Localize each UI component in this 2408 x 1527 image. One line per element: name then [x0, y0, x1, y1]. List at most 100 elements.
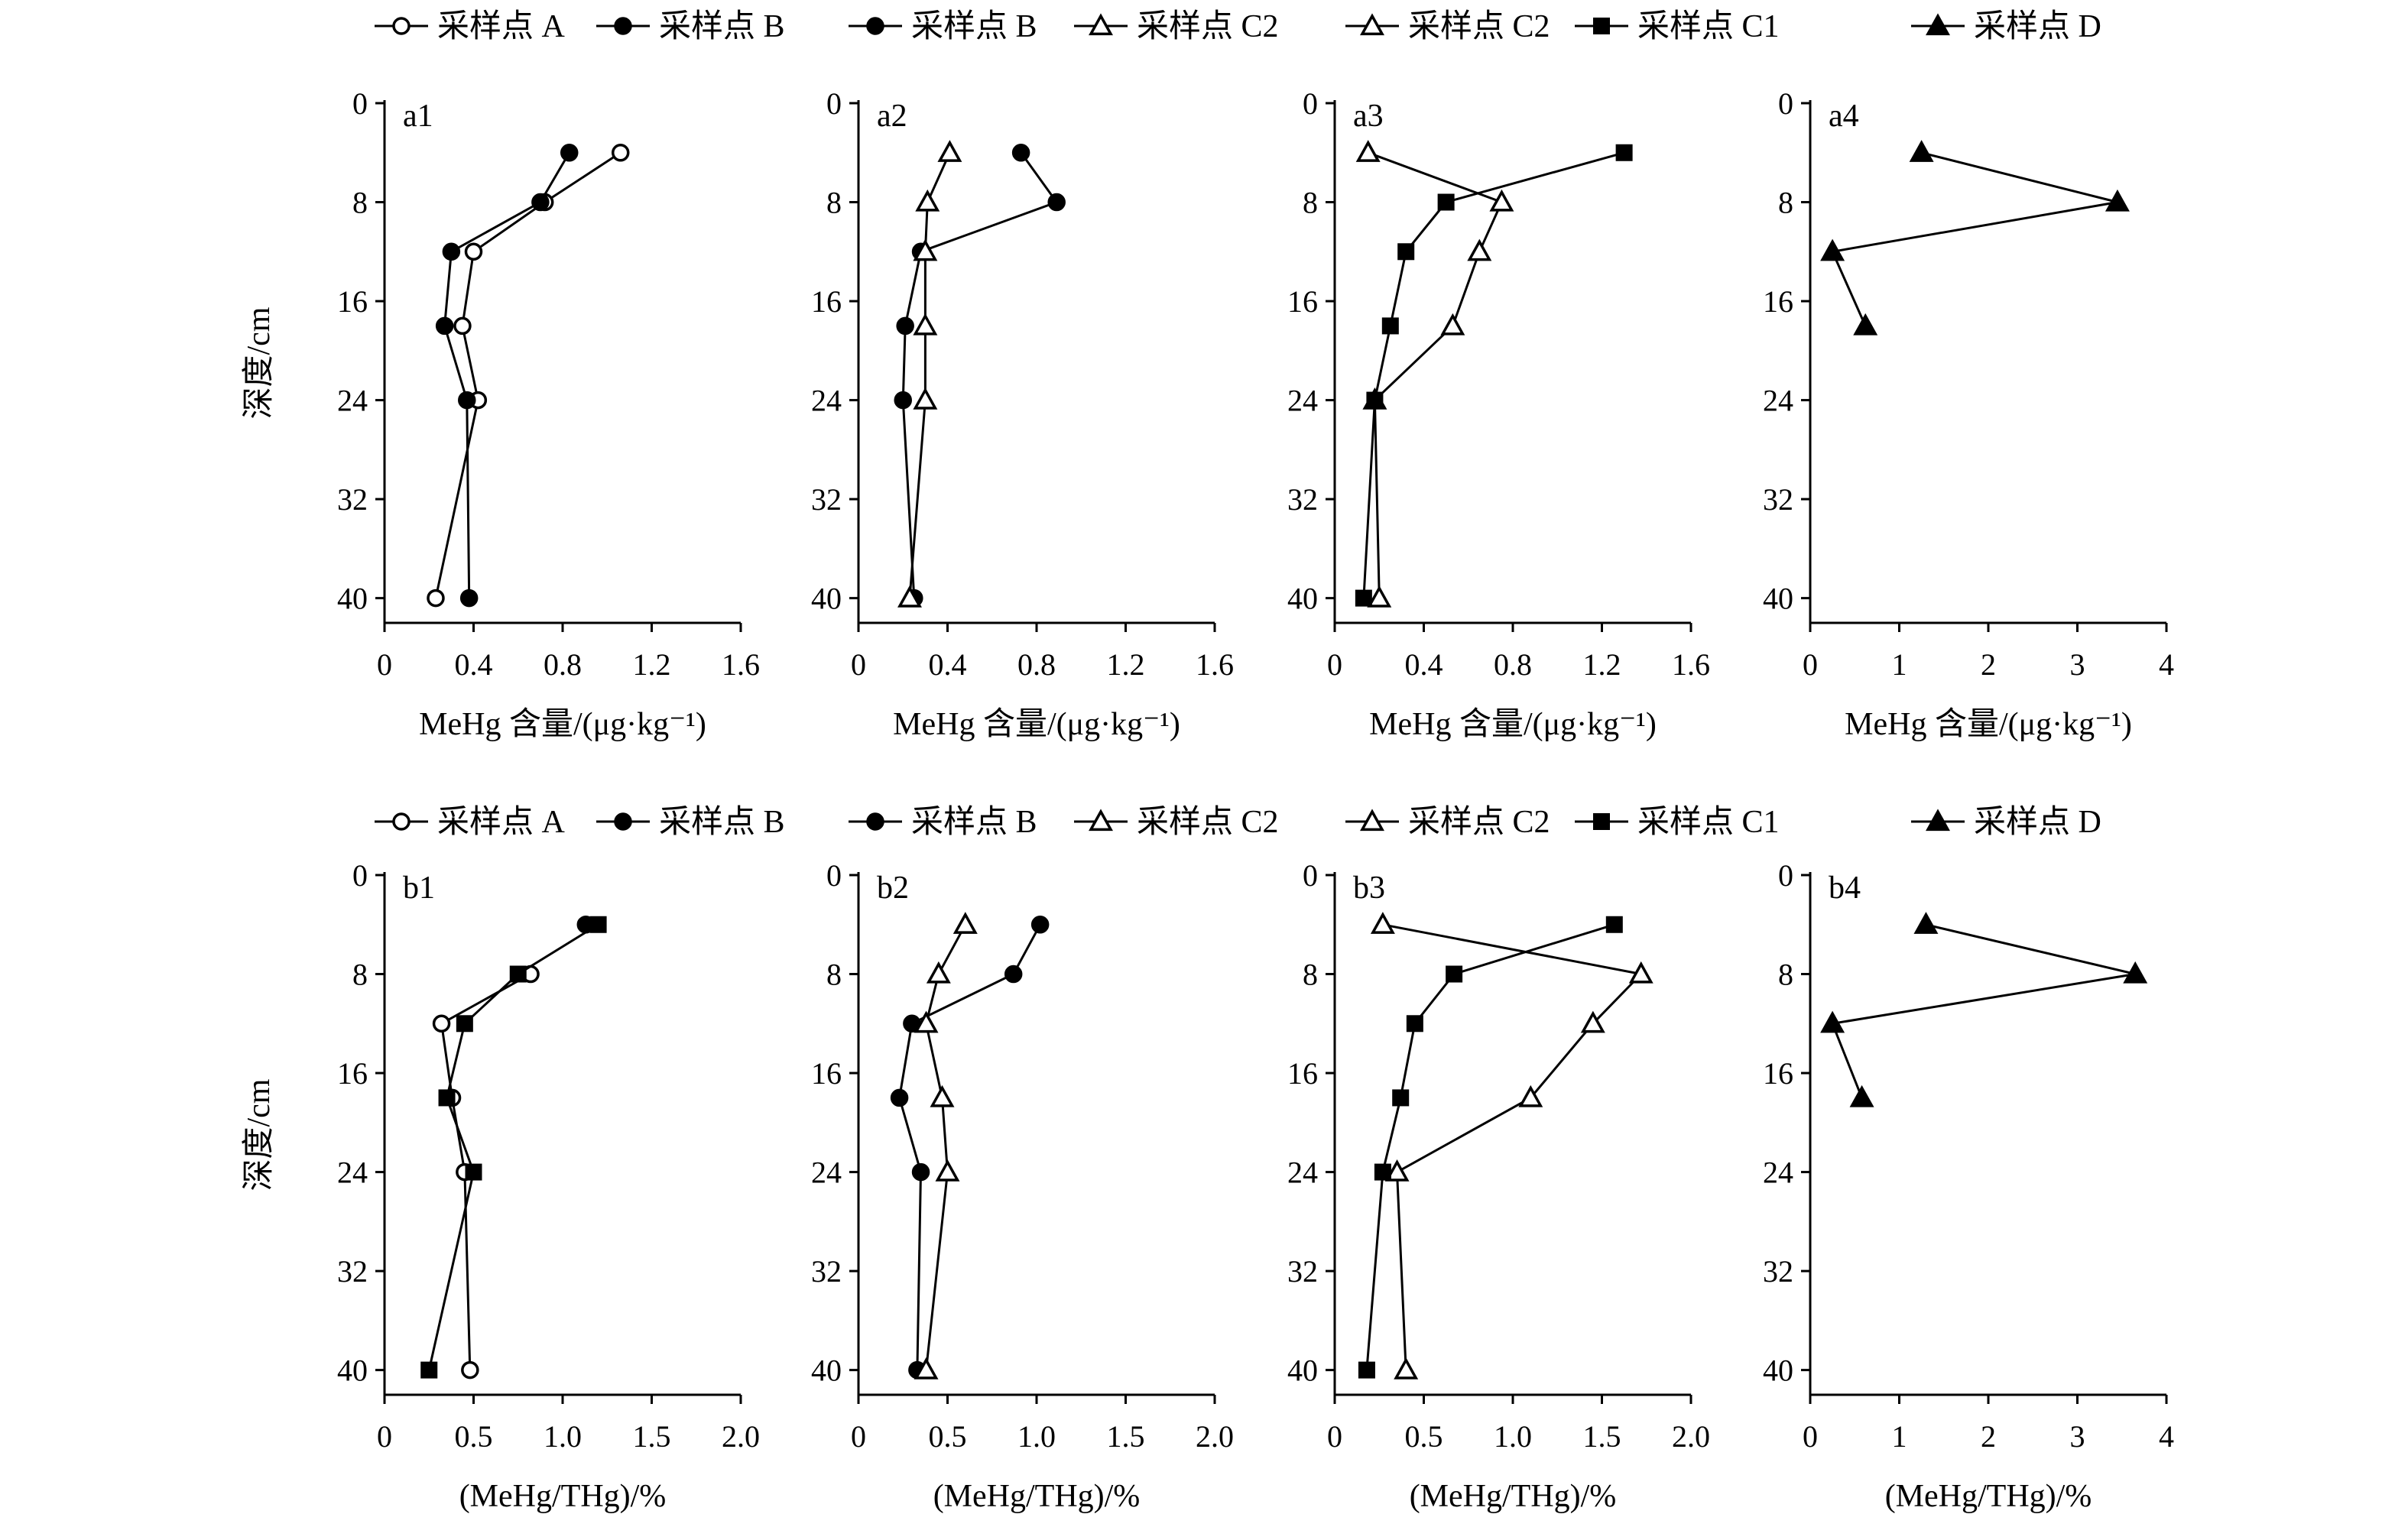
x-tick-label: 1 — [1892, 1419, 1907, 1454]
series-1 — [890, 916, 1050, 1379]
legend-marker — [866, 17, 884, 35]
y-tick-label: 0 — [1778, 86, 1793, 121]
series-2 — [1355, 144, 1633, 607]
y-tick-label: 0 — [1303, 86, 1318, 121]
y-tick-label: 8 — [1778, 186, 1793, 220]
legend-label: 采样点 B — [659, 9, 785, 44]
x-tick-label: 0 — [377, 647, 392, 682]
legend-label: 采样点 B — [911, 805, 1037, 840]
data-point — [1440, 313, 1465, 336]
x-axis-label: (MeHg/THg)/% — [1885, 1479, 2092, 1514]
x-tick-label: 0.4 — [1405, 647, 1443, 682]
legend-item: 采样点 C2 — [1345, 9, 1550, 44]
x-axis-label: MeHg 含量/(μg·kg⁻¹) — [1369, 707, 1657, 742]
y-tick-label: 16 — [1287, 1056, 1318, 1091]
y-tick-label: 16 — [337, 284, 368, 319]
data-point — [464, 242, 483, 261]
x-axis-label: (MeHg/THg)/% — [459, 1479, 667, 1514]
x-tick-label: 0 — [1327, 1419, 1342, 1454]
y-tick-label: 8 — [352, 958, 368, 992]
y-tick-label: 32 — [337, 1254, 368, 1289]
legend-marker — [1360, 809, 1384, 832]
data-point — [1011, 144, 1030, 162]
x-axis-label: MeHg 含量/(μg·kg⁻¹) — [1845, 707, 2132, 742]
x-tick-label: 0.4 — [455, 647, 493, 682]
data-point — [1394, 1357, 1419, 1379]
data-point — [914, 1357, 939, 1379]
x-tick-label: 0 — [377, 1419, 392, 1454]
x-tick-label: 0.5 — [455, 1419, 493, 1454]
x-tick-label: 0.4 — [929, 647, 967, 682]
data-point — [952, 912, 978, 934]
series-line — [901, 151, 1059, 598]
y-tick-label: 40 — [1287, 1354, 1318, 1388]
series-line — [434, 151, 621, 598]
data-point — [1381, 317, 1399, 335]
data-point — [1913, 912, 1939, 934]
data-point — [1004, 965, 1023, 984]
y-tick-label: 16 — [1763, 284, 1793, 319]
series-line — [924, 924, 967, 1370]
x-tick-label: 1.0 — [1494, 1419, 1532, 1454]
x-axis-label: (MeHg/THg)/% — [1410, 1479, 1617, 1514]
series-line — [427, 923, 599, 1370]
series-2 — [914, 912, 978, 1379]
legend-item: 采样点 D — [1911, 805, 2101, 840]
data-point — [1374, 1163, 1391, 1181]
x-tick-label: 1.5 — [633, 1419, 671, 1454]
legend-label: 采样点 D — [1974, 805, 2101, 840]
data-point — [1370, 912, 1395, 934]
data-point — [1030, 916, 1050, 934]
panel-b2: 0 8 16 24 32 40 0 0.5 1.0 1.5 2.0 (MeHg/THg)/% b2 — [811, 858, 1234, 1514]
y-tick-label: 24 — [811, 384, 842, 418]
series-line — [1830, 151, 2118, 327]
y-tick-label: 32 — [811, 482, 842, 517]
y-tick-label: 24 — [1763, 1156, 1793, 1190]
y-tick-label: 24 — [337, 1156, 368, 1190]
y-tick-label: 32 — [337, 482, 368, 517]
x-tick-label: 1.2 — [1107, 647, 1145, 682]
data-point — [1853, 313, 1878, 336]
data-point — [915, 189, 940, 212]
legend-marker — [614, 17, 632, 35]
series-line — [908, 152, 951, 598]
y-tick-label: 8 — [352, 186, 368, 220]
legend-label: 采样点 C2 — [1408, 9, 1550, 44]
data-point — [1605, 916, 1623, 933]
panel-label: a4 — [1829, 99, 1859, 134]
data-point — [1366, 391, 1384, 409]
series-line — [1831, 923, 2136, 1098]
data-point — [589, 916, 607, 933]
data-point — [913, 387, 938, 410]
data-point — [1820, 1010, 1845, 1033]
x-axis-label: MeHg 含量/(μg·kg⁻¹) — [893, 707, 1180, 742]
legend-row-2: 采样点 A 采样点 B 采样点 B 采样点 C2 采样点 C2 采样点 C1 采样点 D — [375, 805, 2101, 840]
legend-label: 采样点 B — [659, 805, 785, 840]
data-point — [465, 1163, 482, 1181]
series-line — [440, 973, 531, 1370]
data-point — [1406, 1015, 1423, 1033]
data-point — [531, 193, 550, 212]
x-tick-label: 2 — [1981, 647, 1996, 682]
data-point — [930, 1084, 955, 1107]
x-tick-label: 0.5 — [1405, 1419, 1443, 1454]
legend-item: 采样点 C2 — [1345, 805, 1550, 840]
data-point — [1397, 243, 1415, 261]
series-2 — [1358, 916, 1623, 1379]
legend-item: 采样点 C2 — [1074, 805, 1279, 840]
panel-a1: 0 8 16 24 32 40 0 0.4 0.8 1.2 1.6 MeHg 含量/(μg·kg⁻¹)… — [337, 86, 760, 742]
y-tick-label: 0 — [1778, 858, 1793, 893]
series-line — [1365, 923, 1615, 1370]
x-tick-label: 0 — [1803, 1419, 1818, 1454]
x-tick-label: 2 — [1981, 1419, 1996, 1454]
y-tick-label: 24 — [1287, 1156, 1318, 1190]
data-point — [1437, 193, 1455, 211]
series-line — [1368, 151, 1504, 598]
x-tick-label: 1 — [1892, 647, 1907, 682]
x-tick-label: 0.8 — [1017, 647, 1056, 682]
x-tick-label: 0.8 — [1494, 647, 1532, 682]
y-tick-label: 16 — [1287, 284, 1318, 319]
y-tick-label: 40 — [1287, 582, 1318, 616]
data-point — [453, 316, 472, 336]
